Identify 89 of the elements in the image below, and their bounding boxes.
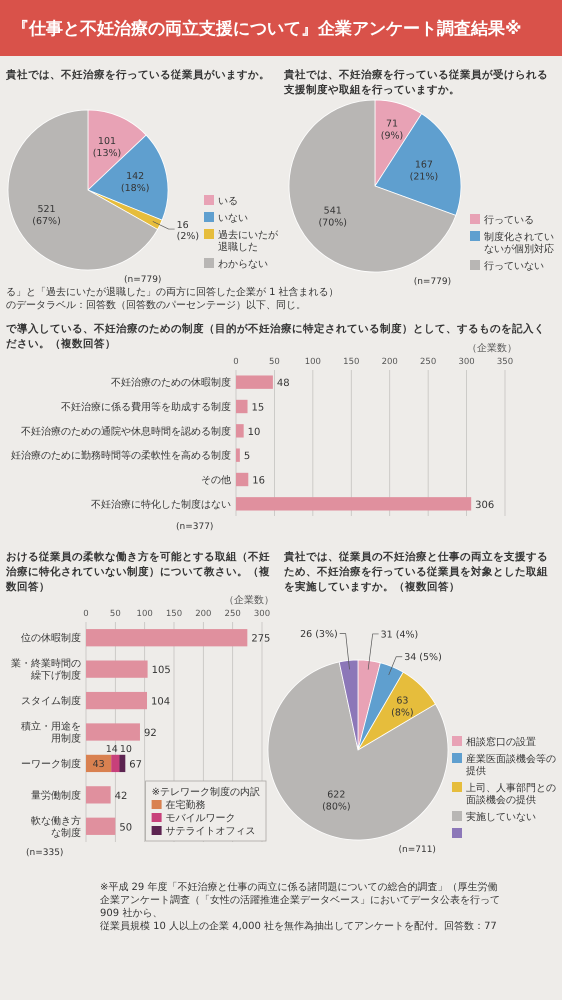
y-tick-label: その他 [201,474,231,486]
data-label: 71 (9%) [380,118,404,142]
x-tick-label: 150 [343,357,360,367]
data-label: 521 (67%) [32,204,61,228]
chart-title: おける従業員の柔軟な働き方を可能とする取組（不妊治療に特化されていない制度）について教さい。（複数回答） [5,550,270,593]
y-tick-label: 軟な働き方な制度 [31,814,81,839]
text: る」と「過去にいたが退職した」の両方に回答した企業が 1 社含まれる） [6,286,339,298]
data-label: 10 [248,426,260,438]
data-label: 16 (2%) [176,220,200,242]
y-tick-label: 不妊治療に係る費用等を助成する制度 [61,401,231,413]
text: 909 社から、 [100,907,162,919]
legend-label: いない [218,213,248,224]
x-tick-label: 0 [83,609,89,619]
text: のデータラベル：回答数（回答数のパーセンテージ）以下、同じ。 [6,299,306,311]
y-tick-label: 業・終業時間の繰下げ制度 [11,658,81,682]
data-label: 92 [144,728,157,739]
data-label: 43 [92,758,105,770]
x-tick-label: 150 [166,609,182,619]
total-label: 67 [129,759,142,770]
text: 企業アンケート調査（「女性の活躍推進企業データベース」においてデータ公表を行って [100,894,500,906]
data-label: 622 (80%) [322,789,351,812]
x-tick-label: 250 [224,609,241,619]
y-tick-label: ーワーク制度 [21,758,81,770]
x-tick-label: 100 [136,609,153,619]
x-tick-label: 200 [382,357,398,367]
data-label: 15 [252,402,264,414]
legend-label: わからない [218,259,268,270]
data-label: 34 (5%) [404,652,442,664]
y-tick-label: 不妊治療のための通院や休息時間を認める制度 [21,425,231,438]
data-label: 104 [151,696,170,708]
legend-label: 行っていない [484,261,544,272]
x-axis-title: （企業数） [224,594,274,606]
y-tick-label: 不妊治療のための休暇制度 [111,376,231,389]
legend-label: 制度化されていないが個別対応 [484,231,554,255]
data-label: 26 (3%) [300,629,338,640]
data-label: 16 [252,476,266,486]
legend-label: 産業医面談機会等の提供 [466,753,556,777]
y-tick-label: 妊治療のために勤務時間等の柔軟性を高める制度 [11,450,231,462]
legend-label: 過去にいたが退職した [218,229,279,253]
x-tick-label: 0 [233,357,239,367]
data-label: 142 (18%) [120,171,150,194]
y-tick-label: 位の休暇制度 [21,632,81,644]
legend-label: いる [218,196,238,207]
data-label: 306 [475,500,494,511]
text: (n=711) [398,845,436,855]
y-tick-label: 不妊治療に特化した制度はない [91,498,231,510]
data-label: 10 [120,744,132,755]
x-tick-label: 100 [304,357,321,367]
legend-label: 行っている [484,215,534,226]
chart-title: 貴社では、不妊治療を行っている従業員が受けられる支援制度や取組を行っていますか。 [283,68,548,96]
legend-label: 相談窓口の設置 [466,736,536,748]
data-label: 5 [244,451,250,462]
legend-title: ※テレワーク制度の内訳 [152,786,260,798]
x-axis-title: （企業数） [467,342,517,354]
x-tick-label: 50 [269,357,280,367]
text: (n=779) [414,277,452,287]
x-tick-label: 200 [195,609,212,619]
data-label: 541 (70%) [318,206,347,229]
y-tick-label: 積立・用途を用制度 [21,720,81,744]
legend-label: 在宅勤務 [166,799,206,811]
legend-label: 上司、人事部門との面談機会の提供 [466,782,556,806]
x-tick-label: 300 [254,609,270,619]
data-label: 63 (8%) [391,695,414,718]
data-label: 105 [152,665,171,676]
data-label: 167 (21%) [410,160,438,183]
text: (n=377) [176,522,214,532]
data-label: 48 [276,378,290,390]
x-tick-label: 350 [496,357,514,367]
legend-label: サテライトオフィス [166,826,256,837]
chart-title: 貴社では、不妊治療を行っている従業員がいますか。 [5,68,270,81]
data-label: 50 [119,822,132,834]
x-tick-label: 250 [420,357,436,367]
legend-label: 実施していない [466,811,536,823]
legend-label: モバイルワーク [166,813,236,824]
text: 『仕事と不妊治療の両立支援について』企業アンケート調査結果※ [12,19,522,39]
text: (n=779) [124,275,162,285]
x-tick-label: 300 [458,357,475,367]
text: 従業員規模 10 人以上の企業 4,000 社を無作為抽出してアンケートを配付。回答数：77 [100,920,497,932]
y-tick-label: 量労働制度 [31,789,81,802]
x-tick-label: 50 [110,609,121,619]
data-label: 101 (13%) [92,136,122,159]
data-label: 14 [106,744,118,755]
chart-title: 貴社では、従業員の不妊治療と仕事の両立を支援するため、不妊治療を行っている従業員を対象とした取組を実施していますか。（複数回答） [283,550,548,593]
text: (n=335) [26,848,64,858]
text: ※平成 29 年度「不妊治療と仕事の両立に係る諸問題についての総合的調査」（厚生労働 [100,881,498,893]
data-label: 42 [114,790,128,802]
data-label: 275 [251,634,270,645]
data-label: 31 (4%) [380,629,418,640]
y-tick-label: スタイム制度 [21,695,81,708]
